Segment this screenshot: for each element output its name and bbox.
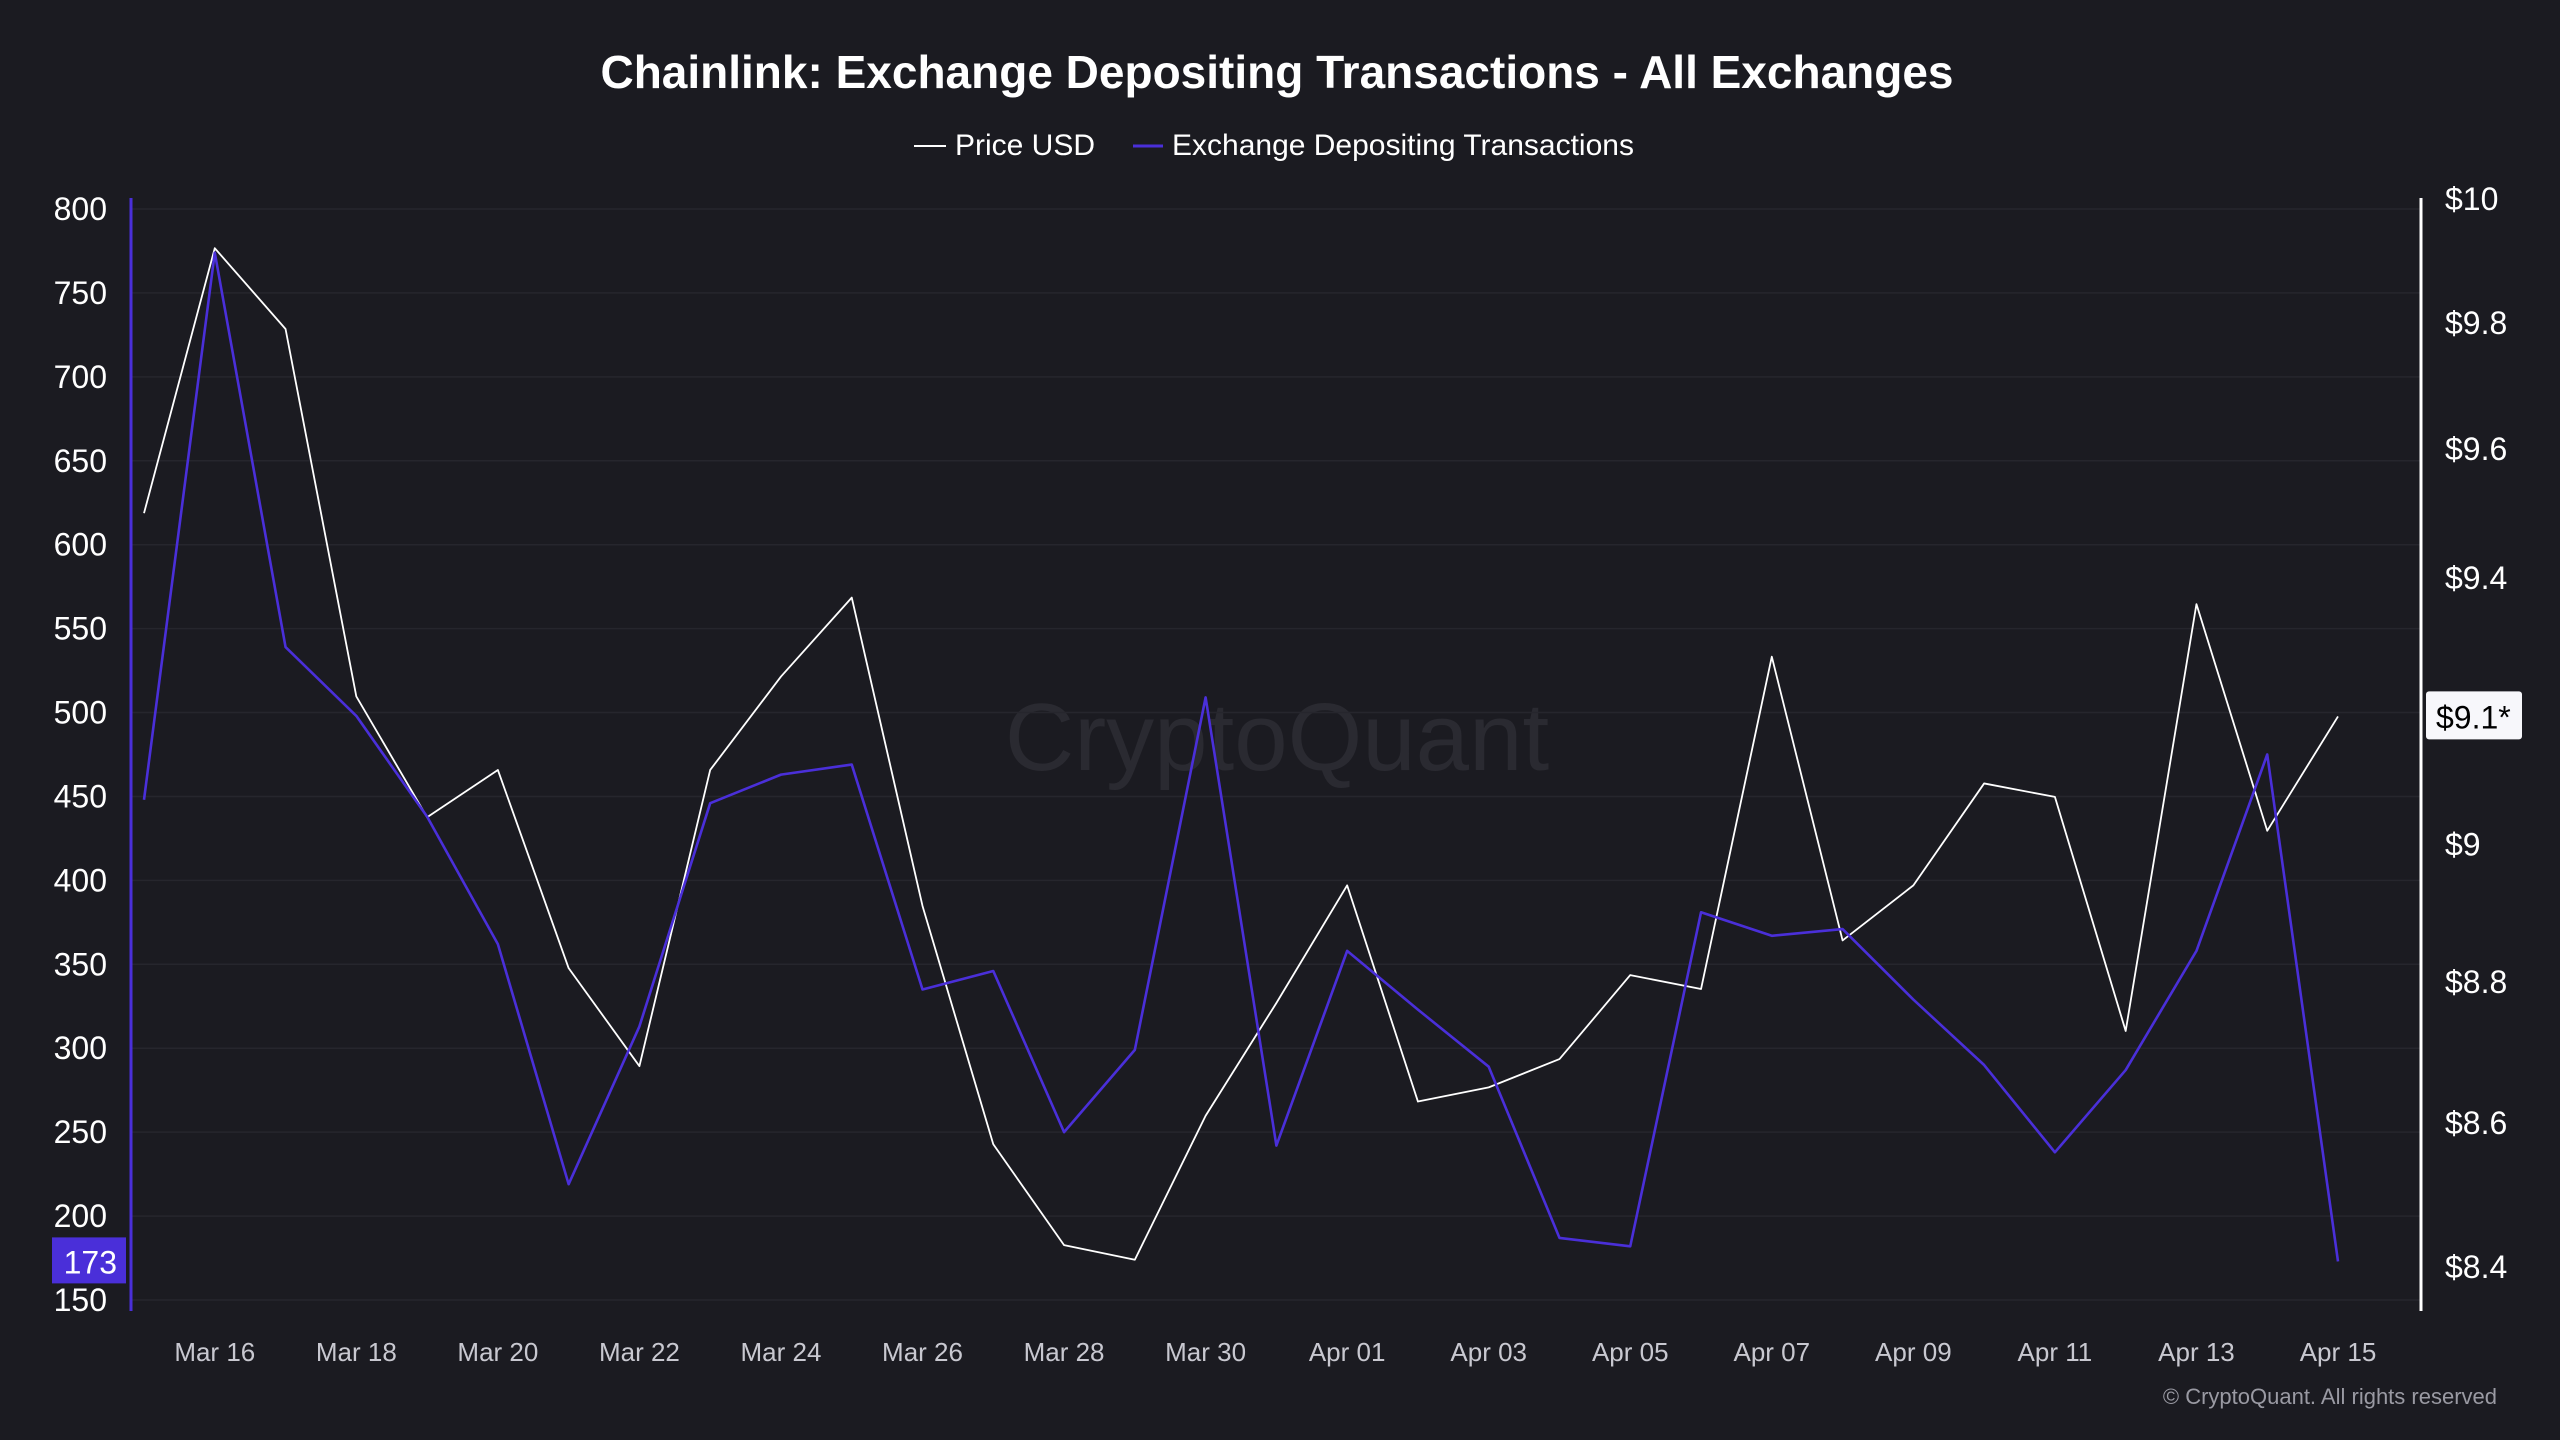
left-current-value-label: 173 [64, 1244, 117, 1280]
legend-transactions-label[interactable]: Exchange Depositing Transactions [1172, 129, 1634, 162]
left-tick-label: 800 [54, 191, 107, 227]
left-tick-label: 700 [54, 359, 107, 395]
x-tick-label: Mar 30 [1165, 1337, 1246, 1367]
left-tick-label: 150 [54, 1282, 107, 1318]
right-tick-label: $8.6 [2445, 1105, 2507, 1141]
left-tick-label: 450 [54, 778, 107, 814]
left-tick-label: 750 [54, 275, 107, 311]
exchange-depositing-transactions-line [142, 251, 2340, 1262]
right-tick-label: $8.4 [2445, 1249, 2507, 1285]
right-tick-label: $9.8 [2445, 305, 2507, 341]
x-tick-label: Apr 07 [1734, 1337, 1811, 1367]
left-tick-label: 250 [54, 1114, 107, 1150]
right-tick-label: $10 [2445, 181, 2498, 217]
right-tick-label: $9 [2445, 826, 2481, 862]
left-tick-label: 650 [54, 443, 107, 479]
x-tick-label: Apr 05 [1592, 1337, 1669, 1367]
right-current-value-label: $9.1* [2436, 699, 2511, 735]
x-tick-label: Mar 20 [457, 1337, 538, 1367]
chart-title: Chainlink: Exchange Depositing Transacti… [600, 46, 1953, 98]
left-tick-label: 500 [54, 695, 107, 731]
x-tick-label: Mar 24 [741, 1337, 822, 1367]
right-tick-label: $8.8 [2445, 964, 2507, 1000]
x-tick-label: Apr 01 [1309, 1337, 1386, 1367]
legend: Price USD Exchange Depositing Transactio… [914, 129, 1634, 162]
x-tick-label: Mar 28 [1024, 1337, 1105, 1367]
legend-price-label[interactable]: Price USD [955, 129, 1095, 162]
x-tick-label: Apr 11 [2018, 1337, 2093, 1367]
left-tick-label: 400 [54, 862, 107, 898]
left-current-value-badge [52, 1237, 126, 1284]
footer-copyright: © CryptoQuant. All rights reserved [2163, 1384, 2497, 1409]
left-tick-label: 300 [54, 1030, 107, 1066]
x-tick-label: Apr 15 [2300, 1337, 2377, 1367]
left-tick-label: 600 [54, 527, 107, 563]
x-tick-label: Mar 18 [316, 1337, 397, 1367]
right-tick-label: $9.4 [2445, 560, 2507, 596]
x-tick-label: Mar 26 [882, 1337, 963, 1367]
left-tick-label: 550 [54, 611, 107, 647]
left-tick-label: 350 [54, 946, 107, 982]
watermark: CryptoQuant [1005, 684, 1549, 791]
x-tick-label: Apr 13 [2158, 1337, 2235, 1367]
x-tick-label: Apr 09 [1875, 1337, 1952, 1367]
x-tick-label: Mar 22 [599, 1337, 680, 1367]
left-tick-label: 200 [54, 1198, 107, 1234]
x-tick-label: Mar 16 [174, 1337, 255, 1367]
right-current-value-badge [2426, 691, 2522, 740]
price-usd-line [143, 247, 2339, 1261]
right-tick-label: $9.6 [2445, 431, 2507, 467]
x-tick-label: Apr 03 [1450, 1337, 1527, 1367]
